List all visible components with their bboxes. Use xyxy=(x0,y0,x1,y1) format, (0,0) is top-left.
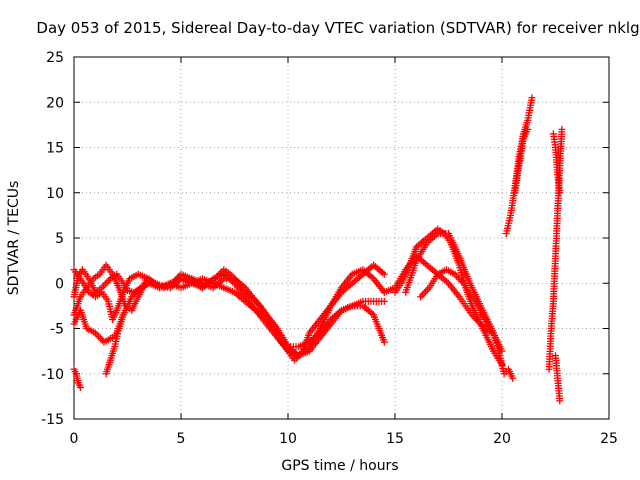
series-track-16 xyxy=(552,352,564,405)
y-tick-label: 10 xyxy=(46,186,64,202)
y-tick-labels: -15 -10 -5 0 5 10 15 20 25 xyxy=(41,50,64,428)
data-point xyxy=(556,397,564,405)
series-track-13 xyxy=(511,125,532,197)
y-tick-label: -15 xyxy=(41,412,64,428)
data-points xyxy=(70,94,566,405)
series-track-4 xyxy=(70,266,388,351)
y-tick-label: -5 xyxy=(50,322,64,338)
x-tick-label: 0 xyxy=(70,431,79,447)
y-tick-label: 5 xyxy=(55,231,64,247)
data-point xyxy=(528,94,536,102)
data-point xyxy=(556,189,564,197)
x-tick-label: 25 xyxy=(600,431,618,447)
y-axis-label: SDTVAR / TECUs xyxy=(6,181,22,296)
series-track-11 xyxy=(477,311,517,382)
x-axis-label: GPS time / hours xyxy=(281,458,398,474)
y-tick-label: 25 xyxy=(46,50,64,66)
data-point xyxy=(380,270,388,278)
data-point xyxy=(380,338,388,346)
x-tick-labels: 0 5 10 15 20 25 xyxy=(70,431,618,447)
series-track-15 xyxy=(549,130,564,197)
data-point xyxy=(558,125,566,133)
y-tick-label: 15 xyxy=(46,141,64,157)
series-track-6 xyxy=(102,311,127,378)
data-point xyxy=(76,383,84,391)
data-point xyxy=(119,311,127,319)
data-point xyxy=(380,297,388,305)
x-tick-label: 15 xyxy=(386,431,404,447)
x-tick-label: 20 xyxy=(493,431,511,447)
data-point xyxy=(509,374,517,382)
series-track-5 xyxy=(70,365,84,391)
grid-lines xyxy=(74,57,609,419)
x-tick-label: 5 xyxy=(177,431,186,447)
x-tick-label: 10 xyxy=(279,431,297,447)
y-tick-label: -10 xyxy=(41,367,64,383)
y-tick-label: 0 xyxy=(55,276,64,292)
data-point xyxy=(524,125,532,133)
y-tick-label: 20 xyxy=(46,95,64,111)
chart-title: Day 053 of 2015, Sidereal Day-to-day VTE… xyxy=(36,19,639,37)
